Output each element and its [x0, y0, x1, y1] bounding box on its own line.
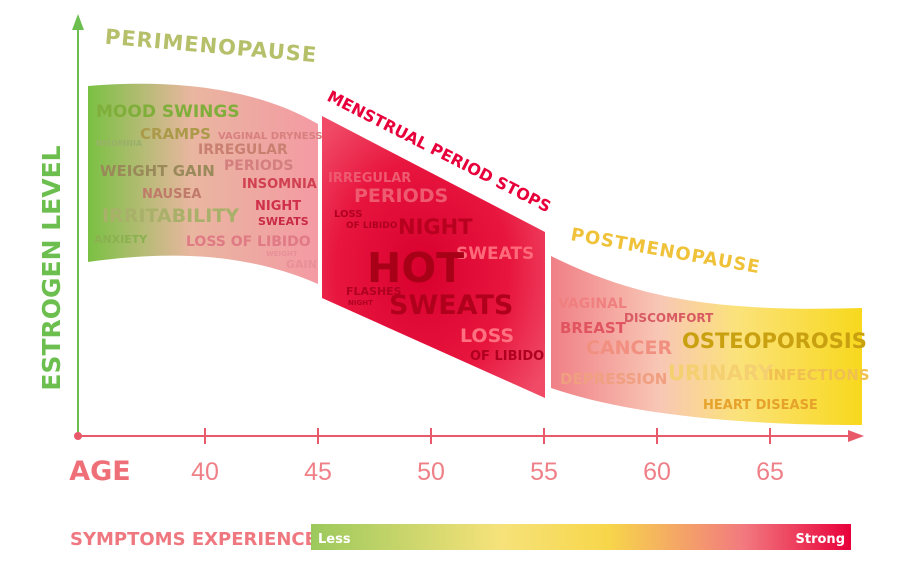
symptom-word: OSTEOPOROSIS	[682, 329, 867, 353]
x-ticks	[204, 428, 771, 444]
y-axis-label: ESTROGEN LEVEL	[37, 145, 66, 390]
symptom-word: URINARY	[668, 361, 774, 385]
symptom-word: IRREGULAR	[198, 142, 288, 158]
symptom-word: LOSS	[334, 209, 362, 220]
postmenopause-symptoms: VAGINAL DISCOMFORT BREAST CANCER OSTEOPO…	[558, 296, 870, 413]
symptom-word: CRAMPS	[140, 125, 211, 143]
menstrual-stop-symptoms: IRREGULAR PERIODS LOSS OF LIBIDO NIGHT S…	[328, 171, 544, 364]
symptom-word: DEPRESSION	[560, 370, 667, 388]
symptom-word: OF LIBIDO	[470, 349, 544, 364]
perimenopause-symptoms: MOOD SWINGS CRAMPS INSOMNIA VAGINAL DRYN…	[94, 102, 323, 271]
legend-title: SYMPTOMS EXPERIENCE	[70, 529, 317, 550]
tick-label-60: 60	[643, 458, 671, 486]
symptom-word: NIGHT	[255, 199, 301, 214]
menstrual-stop-band	[322, 116, 545, 398]
symptom-word: PERIODS	[224, 158, 293, 174]
y-axis-arrow	[72, 14, 84, 30]
symptom-word: IRREGULAR	[328, 171, 411, 186]
perimenopause-band	[88, 83, 318, 285]
x-axis-label: AGE	[69, 456, 131, 487]
symptom-word: BREAST	[560, 319, 627, 337]
x-axis-arrow	[848, 430, 864, 442]
symptom-word: FLASHES	[346, 285, 402, 298]
symptom-word: HEART DISEASE	[703, 398, 818, 413]
legend-high-label: Strong	[796, 532, 845, 547]
legend-low-label: Less	[318, 532, 351, 547]
symptom-word: ANXIETY	[94, 233, 148, 246]
symptom-word: HOT	[367, 244, 464, 292]
symptom-word: SWEATS	[258, 215, 309, 228]
tick-label-45: 45	[304, 458, 332, 486]
symptom-word: WEIGHT	[266, 250, 298, 258]
tick-label-55: 55	[530, 458, 558, 486]
symptom-word: SWEATS	[456, 244, 534, 264]
symptom-word: DISCOMFORT	[624, 311, 714, 325]
symptom-word: PERIODS	[354, 185, 448, 207]
symptom-word: INFECTIONS	[768, 366, 870, 384]
symptom-word: OF LIBIDO	[346, 221, 398, 231]
symptom-word: INSOMNIA	[96, 139, 143, 148]
symptom-word: VAGINAL DRYNESS	[218, 131, 323, 142]
symptom-word: VAGINAL	[558, 296, 627, 312]
symptom-word: LOSS OF LIBIDO	[186, 234, 311, 250]
symptom-word: WEIGHT GAIN	[100, 162, 215, 180]
symptom-word: MOOD SWINGS	[96, 102, 240, 122]
perimenopause-title: PERIMENOPAUSE	[104, 25, 318, 67]
tick-label-65: 65	[756, 458, 784, 486]
symptom-word: INSOMNIA	[242, 177, 317, 192]
legend-gradient-bar	[311, 524, 851, 550]
symptom-word: SWEATS	[389, 290, 513, 321]
symptom-word: GAIN	[286, 258, 317, 271]
symptom-word: NIGHT	[398, 215, 473, 239]
symptom-word: LOSS	[460, 325, 514, 347]
tick-label-50: 50	[417, 458, 445, 486]
symptom-word: IRRITABILITY	[102, 205, 239, 227]
tick-label-40: 40	[191, 458, 219, 486]
symptom-word: NIGHT	[348, 299, 373, 307]
axis-origin	[74, 432, 82, 440]
postmenopause-band	[551, 256, 862, 425]
symptom-word: NAUSEA	[142, 187, 201, 202]
symptom-word: CANCER	[586, 337, 672, 359]
postmenopause-title: POSTMENOPAUSE	[569, 224, 762, 278]
